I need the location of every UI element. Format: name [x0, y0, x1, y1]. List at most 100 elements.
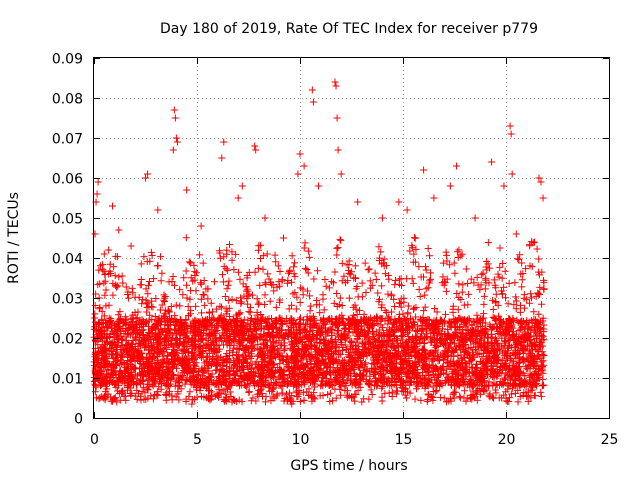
data-point	[157, 253, 165, 261]
data-point	[332, 394, 340, 402]
data-point	[409, 279, 417, 287]
data-point	[385, 389, 393, 397]
data-point	[410, 250, 418, 258]
data-point	[314, 267, 322, 275]
data-point	[257, 241, 265, 249]
data-point	[514, 255, 522, 263]
data-point	[236, 275, 244, 283]
data-point	[197, 295, 205, 303]
data-point	[489, 313, 497, 321]
data-point	[456, 393, 464, 401]
data-point	[105, 246, 113, 254]
data-point	[217, 311, 225, 319]
data-point	[262, 393, 270, 401]
data-point	[451, 269, 459, 277]
data-point	[492, 290, 500, 298]
data-point	[535, 310, 543, 318]
data-point	[288, 301, 296, 309]
data-point	[138, 300, 146, 308]
data-point	[378, 282, 386, 290]
data-point	[433, 308, 441, 316]
data-point	[148, 251, 156, 259]
data-point	[328, 278, 336, 286]
data-point	[358, 293, 366, 301]
data-point	[492, 389, 500, 397]
data-point	[364, 266, 372, 274]
data-point	[389, 328, 397, 336]
data-point	[216, 254, 224, 262]
data-point	[436, 393, 444, 401]
data-point	[422, 266, 430, 274]
data-point	[423, 397, 431, 405]
data-point	[409, 244, 417, 252]
data-point	[459, 281, 467, 289]
data-point	[192, 302, 200, 310]
data-point	[271, 251, 279, 259]
data-point	[199, 259, 207, 267]
data-point	[378, 384, 386, 392]
data-point	[101, 291, 109, 299]
data-point	[218, 303, 226, 311]
data-point	[345, 294, 353, 302]
data-point	[187, 259, 195, 267]
data-point	[100, 279, 108, 287]
data-point	[331, 385, 339, 393]
data-point	[218, 271, 226, 279]
data-point	[455, 280, 463, 288]
data-point	[186, 388, 194, 396]
data-point	[105, 301, 113, 309]
data-point	[446, 340, 454, 348]
data-point	[150, 275, 158, 283]
data-point	[266, 297, 274, 305]
data-point	[479, 269, 487, 277]
data-point	[330, 367, 338, 375]
data-point	[311, 380, 319, 388]
data-point	[282, 390, 290, 398]
data-point	[333, 251, 341, 259]
data-point	[320, 306, 328, 314]
data-point	[205, 349, 213, 357]
data-point	[385, 275, 393, 283]
data-point	[484, 239, 492, 247]
data-point	[116, 308, 124, 316]
data-point	[161, 293, 169, 301]
data-point	[296, 298, 304, 306]
data-point	[534, 289, 542, 297]
data-point	[531, 392, 539, 400]
data-point	[182, 397, 190, 405]
data-point	[365, 265, 373, 273]
data-point	[176, 286, 184, 294]
data-point	[322, 282, 330, 290]
data-point	[515, 327, 523, 335]
data-point	[413, 379, 421, 387]
chart-title: Day 180 of 2019, Rate Of TEC Index for r…	[160, 21, 538, 37]
data-point	[118, 272, 126, 280]
data-point	[540, 381, 548, 389]
data-point	[276, 282, 284, 290]
data-point	[518, 276, 526, 284]
data-point	[451, 339, 459, 347]
data-point	[224, 266, 232, 274]
data-point	[176, 315, 184, 323]
data-point	[536, 283, 544, 291]
data-point	[171, 281, 179, 289]
data-point	[261, 291, 269, 299]
data-point	[521, 328, 529, 336]
data-point	[233, 345, 241, 353]
data-point	[305, 253, 313, 261]
data-point	[182, 316, 190, 324]
data-point	[415, 286, 423, 294]
data-point	[499, 260, 507, 268]
data-point	[223, 246, 231, 254]
data-point	[95, 266, 103, 274]
data-point	[208, 391, 216, 399]
data-point	[351, 397, 359, 405]
data-point	[124, 294, 132, 302]
data-point	[232, 297, 240, 305]
data-point	[349, 329, 357, 337]
data-point	[273, 390, 281, 398]
data-point	[301, 239, 309, 247]
data-point	[119, 279, 127, 287]
data-point	[91, 302, 99, 310]
